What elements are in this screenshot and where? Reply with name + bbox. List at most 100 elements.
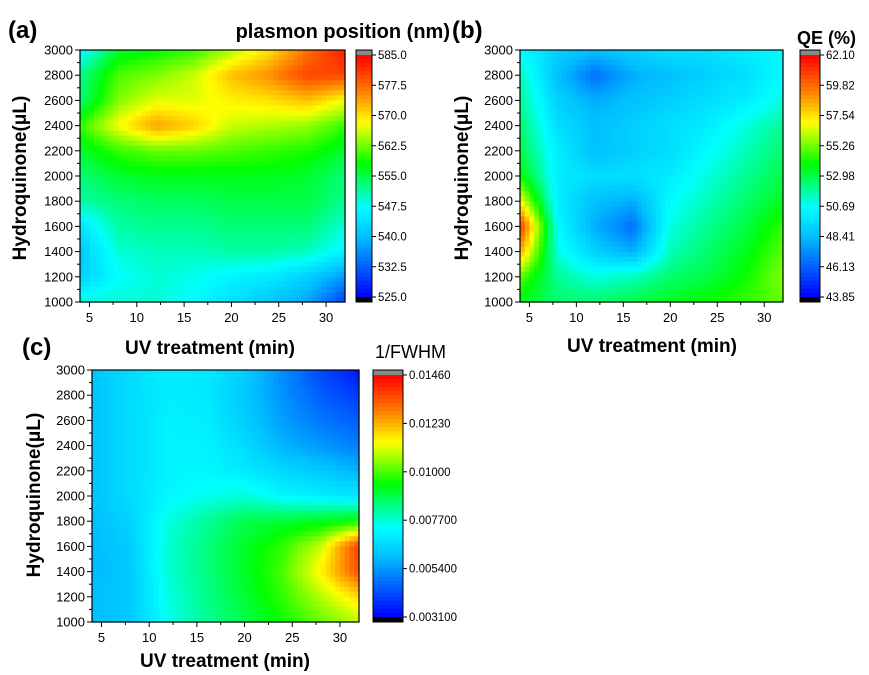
heatmap-cell <box>292 261 299 268</box>
heatmap-cell <box>330 231 337 238</box>
heatmap-cell <box>665 226 671 233</box>
heatmap-cell <box>326 105 332 112</box>
heatmap-cell <box>179 75 185 81</box>
heatmap-cell <box>693 276 700 283</box>
heatmap-cell <box>84 145 91 152</box>
heatmap-cell <box>311 241 318 248</box>
heatmap-cell <box>571 160 577 167</box>
heatmap-cell <box>340 145 346 152</box>
heatmap-cell <box>674 181 681 187</box>
heatmap-cell <box>264 236 270 243</box>
heatmap-cell <box>660 55 667 61</box>
heatmap-cell <box>297 105 304 112</box>
heatmap-cell <box>288 55 294 61</box>
heatmap-cell <box>698 85 704 91</box>
heatmap-cell <box>136 271 143 278</box>
heatmap-cell <box>292 170 299 177</box>
heatmap-cell <box>590 130 596 137</box>
heatmap-cell <box>524 251 530 258</box>
heatmap-cell <box>113 65 119 71</box>
heatmap-cell <box>146 251 152 258</box>
heatmap-cell <box>259 100 266 107</box>
heatmap-cell <box>141 286 147 293</box>
heatmap-cell <box>707 251 714 258</box>
heatmap-cell <box>259 236 266 243</box>
heatmap-cell <box>136 75 143 81</box>
heatmap-cell <box>698 246 704 253</box>
heatmap-cell <box>245 261 251 268</box>
heatmap-cell <box>132 100 138 107</box>
heatmap-cell <box>132 145 138 152</box>
heatmap-cell <box>89 55 95 61</box>
heatmap-cell <box>203 251 209 258</box>
heatmap-cell <box>113 105 119 112</box>
heatmap-cell <box>231 181 237 187</box>
heatmap-cell <box>562 296 568 303</box>
heatmap-cell <box>80 80 86 86</box>
heatmap-cell <box>307 125 313 132</box>
heatmap-cell <box>703 150 709 157</box>
heatmap-cell <box>656 176 662 182</box>
heatmap-cell <box>660 155 667 162</box>
heatmap-cell <box>604 211 610 217</box>
heatmap-cell <box>684 181 690 187</box>
heatmap-cell <box>613 246 620 253</box>
heatmap-cell <box>240 256 247 263</box>
colorbar-segment <box>356 208 372 213</box>
heatmap-cell <box>278 221 285 227</box>
heatmap-cell <box>670 201 676 207</box>
heatmap-cell <box>307 216 313 222</box>
heatmap-cell <box>212 281 218 288</box>
heatmap-cell <box>136 186 143 192</box>
heatmap-cell <box>212 95 218 101</box>
heatmap-cell <box>637 226 643 233</box>
heatmap-cell <box>155 271 162 278</box>
heatmap-cell <box>330 251 337 258</box>
heatmap-cell <box>613 115 620 122</box>
heatmap-cell <box>548 115 554 122</box>
heatmap-cell <box>155 170 162 177</box>
heatmap-cell <box>103 85 109 91</box>
heatmap-cell <box>146 60 152 66</box>
heatmap-cell <box>146 75 152 81</box>
heatmap-cell <box>646 281 653 288</box>
heatmap-cell <box>94 55 100 61</box>
heatmap-cell <box>240 216 247 222</box>
heatmap-cell <box>155 120 162 127</box>
heatmap-cell <box>307 261 313 268</box>
heatmap-cell <box>623 256 629 263</box>
heatmap-cell <box>165 216 171 222</box>
heatmap-cell <box>340 251 346 258</box>
heatmap-cell <box>548 186 554 192</box>
heatmap-cell <box>179 286 185 293</box>
heatmap-cell <box>665 155 671 162</box>
heatmap-cell <box>618 201 624 207</box>
heatmap-cell <box>226 291 233 298</box>
heatmap-cell <box>595 145 601 152</box>
heatmap-cell <box>160 140 166 147</box>
heatmap-cell <box>571 60 577 66</box>
heatmap-cell <box>656 191 662 197</box>
heatmap-cell <box>169 246 176 253</box>
heatmap-cell <box>174 236 180 243</box>
heatmap-cell <box>604 251 610 258</box>
heatmap-cell <box>576 281 582 288</box>
heatmap-cell <box>108 196 114 202</box>
heatmap-cell <box>245 266 251 273</box>
heatmap-cell <box>136 95 143 101</box>
heatmap-cell <box>326 90 332 96</box>
heatmap-cell <box>595 95 601 101</box>
heatmap-cell <box>250 181 256 187</box>
heatmap-cell <box>316 85 322 91</box>
heatmap-cell <box>581 256 587 263</box>
heatmap-cell <box>122 271 128 278</box>
heatmap-cell <box>651 226 657 233</box>
heatmap-cell <box>174 271 180 278</box>
heatmap-cell <box>703 100 709 107</box>
heatmap-cell <box>316 130 322 137</box>
heatmap-cell <box>340 120 346 127</box>
heatmap-cell <box>613 196 620 202</box>
heatmap-cell <box>316 95 322 101</box>
heatmap-cell <box>292 165 299 172</box>
heatmap-cell <box>221 191 228 197</box>
